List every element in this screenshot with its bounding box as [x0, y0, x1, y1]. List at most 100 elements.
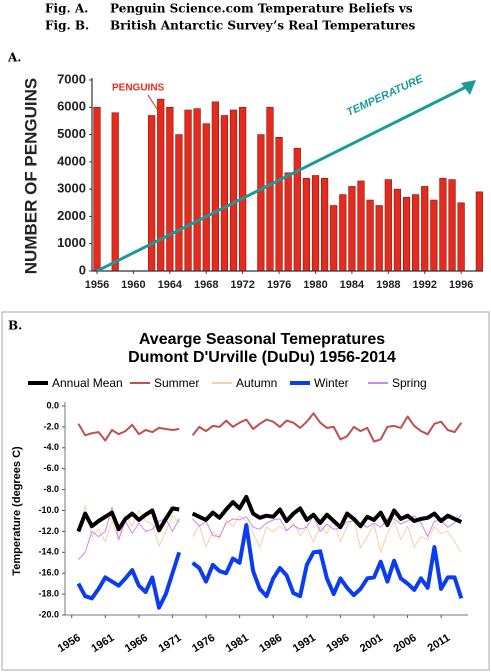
bar [475, 191, 483, 272]
x-tick-label: 1956 [56, 632, 83, 655]
x-tick-label: 1961 [89, 632, 116, 655]
y-tick-label: -8.0 [43, 484, 59, 494]
x-tick-label: 1981 [224, 632, 251, 655]
y-tick-label: -6.0 [43, 463, 59, 473]
bar [421, 186, 429, 272]
x-tick-label: 2001 [358, 632, 385, 655]
y-tick-label: -10.0 [38, 505, 59, 515]
bar [111, 112, 119, 272]
series-line [77, 412, 463, 443]
panel-label: B. [8, 319, 22, 333]
bar [275, 137, 283, 272]
bar [229, 109, 238, 272]
bar [93, 106, 101, 272]
bar [402, 197, 411, 272]
bar [257, 134, 265, 272]
bar [193, 108, 201, 272]
y-tick-label: -14.0 [38, 547, 59, 557]
bar [384, 179, 392, 272]
header-fig: Fig. B. [45, 19, 89, 33]
chart-title: Dumont D'Urville (DuDu) 1956-2014 [128, 349, 396, 366]
series-line [78, 506, 462, 560]
y-tick-label: 6000 [57, 99, 86, 114]
bar [375, 205, 383, 272]
series-line [76, 523, 464, 610]
bar [320, 177, 329, 272]
bar [157, 98, 165, 272]
y-tick-label: -18.0 [38, 588, 59, 598]
x-tick-label: 2011 [426, 632, 453, 655]
bar [239, 106, 247, 272]
y-tick-label: -20.0 [38, 609, 59, 619]
x-tick-label: 1992 [412, 279, 436, 291]
y-tick-label: 1000 [57, 235, 86, 250]
bar [357, 180, 365, 272]
bar [457, 202, 465, 272]
header-text: Penguin Science.com Temperature Beliefs … [110, 2, 413, 16]
x-tick-label: 1972 [230, 279, 254, 291]
bar [412, 194, 420, 272]
trend-arrowhead [461, 80, 476, 95]
x-tick-label: 1986 [257, 632, 284, 655]
bar [311, 175, 320, 272]
x-tick-label: 1966 [123, 632, 150, 655]
y-tick-label: 0 [79, 262, 86, 277]
y-tick-label: 0.0 [46, 400, 59, 410]
header-text: British Antarctic Survey’s Real Temperat… [110, 19, 416, 33]
trend-arrow [96, 84, 469, 273]
y-tick-label: 7000 [57, 71, 86, 86]
x-tick-label: 1971 [156, 632, 183, 655]
y-axis-label: Temperature (degrees C) [11, 446, 23, 576]
header-fig: Fig. A. [45, 2, 88, 16]
x-tick-label: 1996 [324, 632, 351, 655]
bar [302, 177, 310, 272]
x-tick-label: 1976 [190, 632, 217, 655]
y-tick-label: 3000 [57, 181, 86, 196]
bar [339, 194, 347, 272]
x-tick-label: 1968 [194, 279, 218, 291]
legend-label: Spring [392, 376, 427, 390]
bar [166, 106, 174, 272]
series-line [76, 494, 463, 533]
bar [393, 188, 402, 272]
bar [366, 199, 374, 272]
bar [348, 186, 356, 272]
bar [211, 101, 219, 272]
y-tick-label: 2000 [57, 208, 86, 223]
bar [330, 205, 338, 272]
panel-label: A. [7, 51, 22, 65]
bar [148, 115, 156, 272]
y-tick-label: -4.0 [43, 442, 59, 452]
y-tick-label: 5000 [57, 126, 86, 141]
chart-title: Avearge Seasonal Temepratures [139, 331, 385, 348]
x-tick-label: 2006 [392, 632, 419, 655]
bar [439, 177, 447, 272]
x-tick-label: 1996 [449, 279, 473, 291]
series-line [77, 504, 462, 553]
x-tick-label: 1980 [303, 279, 327, 291]
legend-label: Winter [314, 376, 349, 390]
bar [284, 172, 292, 272]
bar [220, 115, 229, 272]
x-tick-label: 1988 [376, 279, 400, 291]
panel-frame [1, 311, 490, 671]
x-tick-label: 1960 [121, 279, 145, 291]
bar [175, 134, 183, 272]
y-tick-label: 4000 [57, 153, 86, 168]
y-tick-label: -12.0 [38, 526, 59, 536]
x-tick-label: 1976 [267, 279, 291, 291]
legend-label: Autumn [236, 376, 277, 390]
bar [184, 109, 192, 272]
x-tick-label: 1964 [158, 279, 183, 291]
y-tick-label: -16.0 [38, 568, 59, 578]
x-tick-label: 1956 [85, 279, 109, 291]
annotation-arrow [147, 94, 158, 110]
x-tick-label: 1991 [291, 632, 318, 655]
legend-label: Annual Mean [52, 376, 123, 390]
bar [448, 179, 456, 272]
bar [266, 106, 274, 272]
legend-label: Summer [154, 376, 199, 390]
x-tick-label: 1984 [340, 279, 365, 291]
y-tick-label: -2.0 [43, 421, 59, 431]
